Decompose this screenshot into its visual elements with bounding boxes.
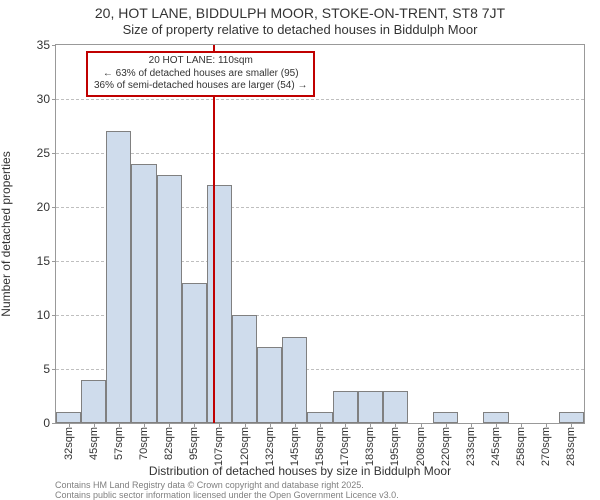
- xtick-label: 183sqm: [364, 427, 376, 466]
- histogram-bar: [333, 391, 358, 423]
- xtick-label: 120sqm: [239, 427, 251, 466]
- xtick-label: 145sqm: [289, 427, 301, 466]
- chart-title-main: 20, HOT LANE, BIDDULPH MOOR, STOKE-ON-TR…: [0, 4, 600, 22]
- chart-title-sub: Size of property relative to detached ho…: [0, 22, 600, 39]
- xtick-label: 270sqm: [540, 427, 552, 466]
- xtick-label: 45sqm: [88, 427, 100, 460]
- ytick-label: 35: [37, 38, 56, 52]
- xtick-label: 283sqm: [565, 427, 577, 466]
- grid-line: [56, 99, 584, 100]
- histogram-bar: [358, 391, 383, 423]
- histogram-bar: [207, 185, 232, 423]
- annotation-line-1: 20 HOT LANE: 110sqm: [94, 55, 307, 68]
- histogram-bar: [559, 412, 584, 423]
- annotation-line-3: 36% of semi-detached houses are larger (…: [94, 80, 307, 93]
- histogram-bar: [433, 412, 458, 423]
- ytick-label: 0: [43, 416, 56, 430]
- grid-line: [56, 153, 584, 154]
- histogram-bar: [157, 175, 182, 423]
- xtick-label: 57sqm: [113, 427, 125, 460]
- xtick-label: 107sqm: [213, 427, 225, 466]
- histogram-bar: [282, 337, 307, 423]
- annotation-box: 20 HOT LANE: 110sqm← 63% of detached hou…: [86, 51, 315, 97]
- ytick-label: 30: [37, 92, 56, 106]
- xtick-label: 158sqm: [314, 427, 326, 466]
- xtick-label: 208sqm: [415, 427, 427, 466]
- xtick-label: 220sqm: [440, 427, 452, 466]
- chart-titles: 20, HOT LANE, BIDDULPH MOOR, STOKE-ON-TR…: [0, 4, 600, 39]
- ytick-label: 15: [37, 254, 56, 268]
- footer-line-1: Contains HM Land Registry data © Crown c…: [55, 480, 399, 490]
- xtick-label: 82sqm: [163, 427, 175, 460]
- xtick-label: 70sqm: [138, 427, 150, 460]
- xtick-label: 245sqm: [490, 427, 502, 466]
- ytick-label: 20: [37, 200, 56, 214]
- plot-area: 0510152025303532sqm45sqm57sqm70sqm82sqm9…: [55, 44, 585, 424]
- xtick-label: 32sqm: [63, 427, 75, 460]
- histogram-bar: [483, 412, 508, 423]
- ytick-label: 5: [43, 362, 56, 376]
- chart-container: 20, HOT LANE, BIDDULPH MOOR, STOKE-ON-TR…: [0, 0, 600, 500]
- xtick-label: 233sqm: [465, 427, 477, 466]
- xtick-label: 95sqm: [188, 427, 200, 460]
- histogram-bar: [106, 131, 131, 423]
- histogram-bar: [383, 391, 408, 423]
- histogram-bar: [56, 412, 81, 423]
- histogram-bar: [232, 315, 257, 423]
- annotation-line-2: ← 63% of detached houses are smaller (95…: [94, 68, 307, 81]
- y-axis-label: Number of detached properties: [0, 151, 13, 316]
- histogram-bar: [257, 347, 282, 423]
- xtick-label: 170sqm: [339, 427, 351, 466]
- footer-line-2: Contains public sector information licen…: [55, 490, 399, 500]
- xtick-label: 258sqm: [515, 427, 527, 466]
- histogram-bar: [307, 412, 332, 423]
- ytick-label: 25: [37, 146, 56, 160]
- xtick-label: 132sqm: [264, 427, 276, 466]
- ytick-label: 10: [37, 308, 56, 322]
- marker-line: [213, 45, 215, 423]
- footer-attribution: Contains HM Land Registry data © Crown c…: [55, 480, 399, 500]
- histogram-bar: [182, 283, 207, 423]
- histogram-bar: [131, 164, 156, 423]
- xtick-label: 195sqm: [389, 427, 401, 466]
- x-axis-label: Distribution of detached houses by size …: [0, 464, 600, 478]
- histogram-bar: [81, 380, 106, 423]
